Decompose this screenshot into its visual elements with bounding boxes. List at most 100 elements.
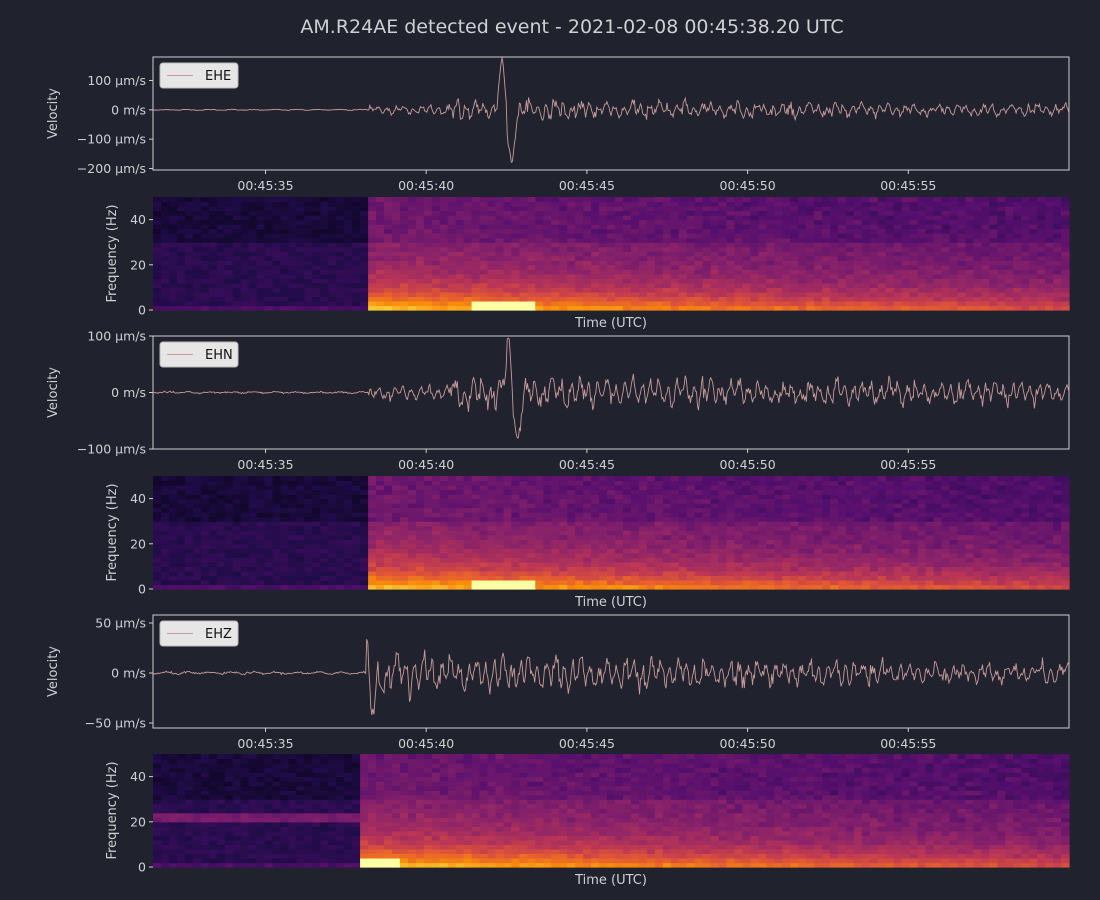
spectrogram-cell [686,301,696,307]
spectrogram-cell [622,242,632,248]
spectrogram-cell [559,525,568,531]
spectrogram-cell [718,580,728,586]
spectrogram-cell [344,242,353,248]
spectrogram-cell [630,233,640,239]
spectrogram-cell [256,557,266,563]
spectrogram-cell [686,534,696,540]
spectrogram-cell [718,291,728,297]
spectrogram-cell [487,301,497,307]
spectrogram-cell [503,512,513,518]
spectrogram-cell [678,273,688,279]
spectrogram-cell [503,242,513,248]
spectrogram-cell [248,480,258,486]
spectrogram-cell [471,530,481,536]
spectrogram-cell [320,197,329,203]
spectrogram-cell [447,570,457,576]
spectrogram-cell [304,237,313,243]
spectrogram-cell [981,219,990,225]
spectrogram-cell [1053,301,1062,307]
spectrogram-cell [471,584,481,590]
spectrogram-cell [296,543,305,549]
spectrogram-cell [392,476,401,482]
spectrogram-cell [766,516,775,522]
spectrogram-cell [782,233,791,239]
spectrogram-cell [599,219,608,225]
spectrogram-cell [710,543,720,549]
spectrogram-cell [280,278,289,284]
spectrogram-cell [853,305,863,311]
spectrogram-cell [710,552,720,558]
spectrogram-cell [686,215,696,221]
spectrogram-cell [965,305,975,311]
spectrogram-cell [455,264,465,270]
spectrogram-cell [256,494,266,500]
spectrogram-cell [200,287,210,293]
spectrogram-cell [240,476,250,482]
spectrogram-cell [431,233,441,239]
spectrogram-cell [750,566,759,572]
spectrogram-cell [973,291,982,297]
spectrogram-cell [694,548,704,554]
spectrogram-cell [296,233,305,239]
spectrogram-cell [615,215,624,221]
spectrogram-cell [877,219,887,225]
spectrogram-cell [694,543,704,549]
spectrogram-cell [161,516,170,522]
spectrogram-cell [328,260,337,266]
spectrogram-cell [885,210,895,216]
spectrogram-cell [455,219,465,225]
spectrogram-cell [734,489,744,495]
spectrogram-cell [399,489,409,495]
spectrogram-cell [415,552,425,558]
spectrogram-cell [360,287,369,293]
spectrogram-cell [718,476,728,482]
spectrogram-cell [997,201,1006,207]
spectrogram-cell [774,575,783,581]
spectrogram-cell [702,530,712,536]
spectrogram-cell [599,233,608,239]
spectrogram-cell [766,233,775,239]
spectrogram-cell [344,575,353,581]
spectrogram-cell [368,530,377,536]
spectrogram-cell [782,539,791,545]
spectrogram-cell [726,485,736,491]
spectrogram-cell [360,489,369,495]
spectrogram-cell [224,246,234,252]
spectrogram-cell [407,219,417,225]
spectrogram-cell [344,228,353,234]
spectrogram-cell [407,485,417,491]
spectrogram-cell [591,291,600,297]
spectrogram-cell [774,566,783,572]
spectrogram-cell [638,498,648,504]
spectrogram-cell [1037,291,1046,297]
spectrogram-cell [447,260,457,266]
spectrogram-cell [320,507,329,513]
spectrogram-cell [702,210,712,216]
spectrogram-cell [654,485,664,491]
spectrogram-cell [304,580,313,586]
spectrogram-cell [646,543,656,549]
spectrogram-cell [399,228,409,234]
spectrogram-cell [471,273,481,279]
spectrogram-cell [511,548,520,554]
spectrogram-cell [615,278,624,284]
spectrogram-cell [790,246,799,252]
spectrogram-cell [654,305,664,311]
spectrogram-cell [415,273,425,279]
spectrogram-cell [304,485,313,491]
spectrogram-cell [200,503,210,509]
spectrogram-cell [822,301,831,307]
spectrogram-cell [678,201,688,207]
spectrogram-cell [184,543,194,549]
spectrogram-cell [256,291,266,297]
spectrogram-cell [790,530,799,536]
spectrogram-cell [750,282,759,288]
spectrogram-cell [575,228,584,234]
spectrogram-cell [360,291,369,297]
spectrogram-cell [758,251,767,257]
spectrogram-cell [320,557,329,563]
spectrogram-cell [901,305,911,311]
spectrogram-cell [447,503,457,509]
spectrogram-cell [798,224,807,230]
spectrogram-cell [256,534,266,540]
